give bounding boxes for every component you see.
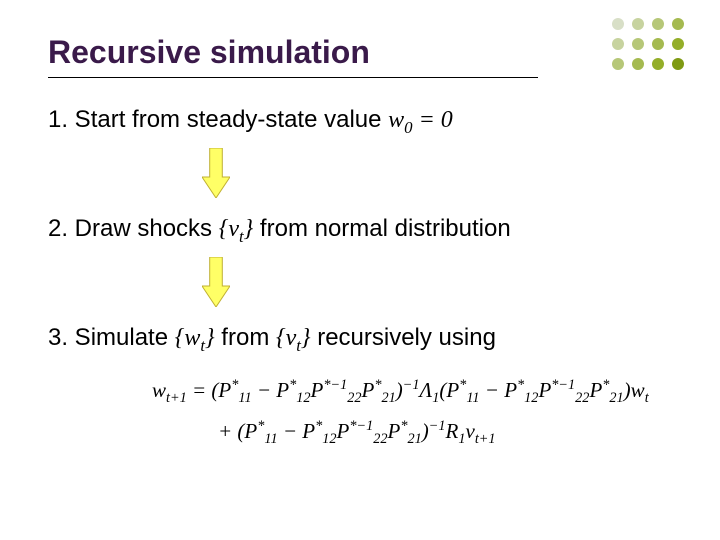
f-e1: −1 <box>403 377 420 393</box>
step1-prefix: 1. Start from steady-state value <box>48 106 388 133</box>
f-p11c: P <box>244 419 257 443</box>
f-p12c: P <box>302 419 315 443</box>
f-p22bb: 22 <box>575 391 589 407</box>
step-1: 1. Start from steady-state value w0 = 0 <box>48 106 672 138</box>
step1-suffix: = 0 <box>413 107 453 133</box>
f-e3: −1 <box>429 418 446 434</box>
step3-open1: { <box>175 325 185 351</box>
f-p21a: P <box>362 378 375 402</box>
step-2: 2. Draw shocks {vt} from normal distribu… <box>48 215 672 247</box>
f-p22a: P <box>311 378 324 402</box>
f-p21b: P <box>589 378 602 402</box>
arrow-2 <box>202 257 672 314</box>
step3-close2: } <box>301 325 311 351</box>
slide-title: Recursive simulation <box>48 34 370 71</box>
f-m1: − <box>252 378 277 402</box>
f-wt: w <box>631 378 645 402</box>
f-p22b: P <box>538 378 551 402</box>
f-p11ab: 11 <box>238 391 251 407</box>
formula-block: wt+1 = (P*11 − P*12P*−122P*21)−1Λ1(P*11 … <box>48 377 672 447</box>
f-p21c: P <box>388 419 401 443</box>
step2-var: v <box>228 216 239 242</box>
f-r1: R <box>446 419 459 443</box>
step2-prefix: 2. Draw shocks <box>48 215 219 242</box>
f-p12a: P <box>276 378 289 402</box>
step3-var2: v <box>286 325 297 351</box>
f-v: v <box>465 419 474 443</box>
corner-dot-grid <box>608 14 698 84</box>
step3-suffix: recursively using <box>311 324 496 351</box>
f-eq: = ( <box>187 378 219 402</box>
arrow-1 <box>202 148 672 205</box>
down-arrow-icon <box>202 257 230 307</box>
step2-close: } <box>244 216 254 242</box>
f-p12bb: 12 <box>524 391 538 407</box>
title-row: Recursive simulation <box>48 34 672 71</box>
f-plus: + ( <box>218 419 244 443</box>
f-m3: − <box>278 419 303 443</box>
step1-var: w <box>388 107 404 133</box>
f-p22bs: *−1 <box>551 377 575 393</box>
down-arrow-icon <box>202 148 230 198</box>
step3-prefix: 3. Simulate <box>48 324 175 351</box>
f-p22cb: 22 <box>373 431 387 447</box>
f-m2: − <box>480 378 505 402</box>
f-c2: ) <box>624 378 631 402</box>
step-3: 3. Simulate {wt} from {vt} recursively u… <box>48 324 672 356</box>
f-p21bb: 21 <box>609 391 623 407</box>
f-p12cb: 12 <box>322 431 336 447</box>
formula-line-2: + (P*11 − P*12P*−122P*21)−1R1vt+1 <box>152 418 672 448</box>
f-wsub: t+1 <box>166 391 187 407</box>
f-p11bb: 11 <box>466 391 479 407</box>
f-p21ab: 21 <box>381 391 395 407</box>
step3-open2: { <box>276 325 286 351</box>
title-underline <box>48 77 538 78</box>
slide: Recursive simulation 1. Start from stead… <box>0 0 720 540</box>
step2-open: { <box>219 216 229 242</box>
f-p11b: P <box>446 378 459 402</box>
f-p22cs: *−1 <box>349 418 373 434</box>
step2-suffix: from normal distribution <box>253 215 510 242</box>
formula-line-1: wt+1 = (P*11 − P*12P*−122P*21)−1Λ1(P*11 … <box>152 377 672 407</box>
f-wts: t <box>645 391 649 407</box>
f-p12ab: 12 <box>296 391 310 407</box>
step3-close1: } <box>205 325 215 351</box>
f-vs: t+1 <box>475 431 496 447</box>
f-p11cb: 11 <box>264 431 277 447</box>
f-p11a: P <box>218 378 231 402</box>
slide-body: 1. Start from steady-state value w0 = 0 … <box>48 106 672 448</box>
step3-var1: w <box>184 325 200 351</box>
f-p12b: P <box>504 378 517 402</box>
f-w: w <box>152 378 166 402</box>
f-p21cb: 21 <box>407 431 421 447</box>
f-p22as: *−1 <box>323 377 347 393</box>
step1-varsub: 0 <box>404 118 412 137</box>
f-p22ab: 22 <box>347 391 361 407</box>
f-c3: ) <box>422 419 429 443</box>
f-p22c: P <box>337 419 350 443</box>
f-c1: ) <box>396 378 403 402</box>
f-lam: Λ <box>420 378 433 402</box>
step3-mid: from <box>215 324 276 351</box>
